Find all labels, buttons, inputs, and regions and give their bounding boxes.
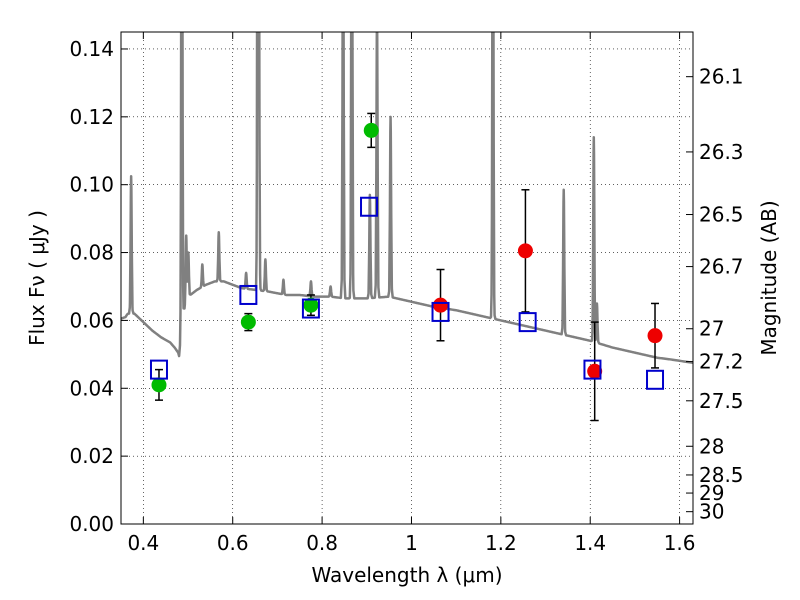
y-tick-label: 0.08 [69, 241, 114, 265]
y-tick-label: 0.12 [69, 105, 114, 129]
model-photometry-square [431, 301, 450, 322]
x-tick-label: 0.4 [127, 531, 159, 555]
y-tick-label: 0.14 [69, 37, 114, 61]
model-photometry-square [583, 359, 602, 380]
y-tick-label: 0.04 [69, 376, 114, 400]
model-photometry-square [360, 196, 379, 217]
data-point [363, 122, 379, 138]
y-tick-label: 0.00 [69, 512, 114, 536]
y2-tick-label: 26.5 [699, 203, 744, 227]
data-point [433, 297, 449, 313]
model-photometry-square [646, 369, 665, 390]
data-point [240, 314, 256, 330]
y2-tick-label: 29 [699, 481, 724, 505]
data-point [647, 328, 663, 344]
plot-frame [120, 31, 694, 525]
x-tick-label: 0.8 [306, 531, 338, 555]
model-photometry-square [239, 284, 258, 305]
data-point [587, 363, 603, 379]
y-tick-label: 0.06 [69, 308, 114, 332]
model-photometry-square [149, 359, 168, 380]
y2-tick-label: 30 [699, 500, 724, 524]
y2-tick-label: 26.3 [699, 140, 744, 164]
model-photometry-square [518, 312, 537, 333]
y-axis-label: Flux Fν ( μJy ) [25, 210, 49, 346]
x-tick-label: 1.2 [485, 531, 517, 555]
data-point [151, 377, 167, 393]
axis-ticks: 0.4 0.6 0.8 1 1.2 1.4 1.6 0.00 0.02 0.04 0.06 0.08 0… [69, 32, 744, 555]
plot-area [121, 32, 693, 422]
y-tick-label: 0.02 [69, 444, 114, 468]
y2-tick-label: 26.7 [699, 255, 744, 279]
x-axis-label: Wavelength λ (μm) [311, 563, 502, 587]
model-spectrum-line [121, 32, 693, 365]
y2-tick-label: 26.1 [699, 65, 744, 89]
y-tick-label: 0.10 [69, 173, 114, 197]
y2-tick-label: 28 [699, 434, 724, 458]
y2-tick-label: 27 [699, 317, 724, 341]
x-tick-label: 1 [405, 531, 418, 555]
data-point [517, 243, 533, 259]
grid-lines [121, 32, 693, 525]
model-photometry-square [301, 298, 320, 319]
data-markers [149, 112, 665, 422]
y2-tick-label: 28.5 [699, 463, 744, 487]
y2-tick-label: 27.5 [699, 389, 744, 413]
x-tick-label: 1.4 [574, 531, 606, 555]
y2-tick-label: 27.2 [699, 350, 744, 374]
x-tick-label: 1.6 [664, 531, 696, 555]
y2-axis-label: Magnitude (AB) [757, 200, 781, 355]
data-point [303, 297, 319, 313]
x-tick-label: 0.6 [217, 531, 249, 555]
